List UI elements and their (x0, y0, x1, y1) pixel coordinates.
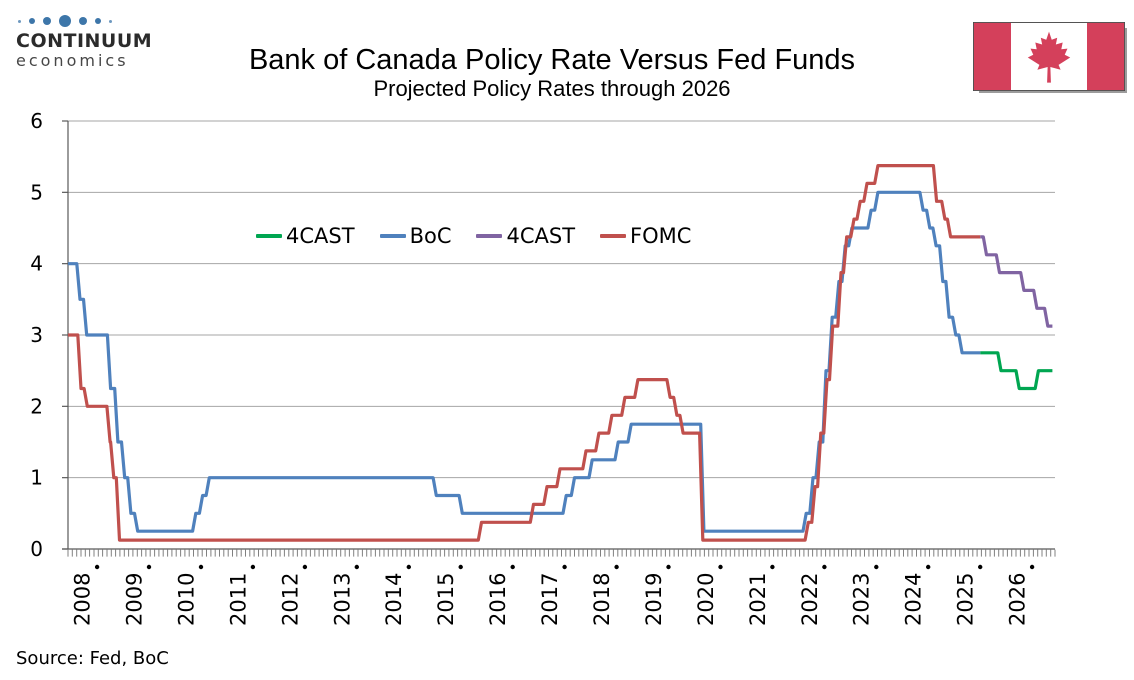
svg-text:2021: 2021 (746, 573, 770, 626)
legend-item-4cast-boc: 4CAST (256, 224, 355, 248)
svg-text:0: 0 (30, 537, 43, 561)
svg-text:2008: 2008 (71, 573, 95, 626)
source-note: Source: Fed, BoC (16, 648, 169, 669)
svg-text:5: 5 (30, 180, 43, 204)
logo-dots-icon (18, 14, 146, 28)
svg-text:2: 2 (30, 394, 43, 418)
svg-text:2016: 2016 (486, 573, 510, 626)
logo-name: CONTINUUM (16, 30, 153, 52)
logo-dot (95, 18, 101, 24)
chart-header: Bank of Canada Policy Rate Versus Fed Fu… (0, 44, 1104, 102)
svg-text:2013: 2013 (330, 573, 354, 626)
legend-swatch-blue (379, 234, 406, 238)
logo-dot (79, 17, 87, 25)
svg-text:2020: 2020 (694, 573, 718, 626)
logo-dot (59, 15, 71, 27)
chart-subtitle: Projected Policy Rates through 2026 (373, 76, 731, 101)
logo-tagline: economics (16, 51, 129, 70)
svg-text:2009: 2009 (123, 573, 147, 626)
legend-item-fomc: FOMC (600, 224, 691, 248)
logo-dot (43, 17, 51, 25)
svg-text:4: 4 (30, 252, 43, 276)
svg-text:2018: 2018 (590, 573, 614, 626)
legend-swatch-purple (476, 234, 503, 238)
legend-label: BoC (409, 224, 452, 248)
logo-dot (109, 19, 112, 23)
svg-text:2025: 2025 (954, 573, 978, 626)
continuum-economics-logo: CONTINUUM economics (16, 14, 153, 70)
legend-label: 4CAST (506, 224, 576, 248)
svg-text:6: 6 (30, 109, 43, 133)
svg-text:2010: 2010 (174, 573, 198, 626)
svg-text:2011: 2011 (226, 573, 250, 626)
svg-text:3: 3 (30, 323, 43, 347)
svg-text:2026: 2026 (1006, 573, 1030, 626)
svg-text:2014: 2014 (382, 573, 406, 626)
legend-item-4cast-fed: 4CAST (476, 224, 575, 248)
legend-swatch-red (600, 234, 627, 238)
chart-legend: 4CAST BoC 4CAST FOMC (256, 224, 691, 248)
chart-title: Bank of Canada Policy Rate Versus Fed Fu… (248, 44, 856, 76)
canada-flag-svg (973, 22, 1125, 91)
logo-dot (29, 18, 35, 24)
svg-text:2012: 2012 (278, 573, 302, 626)
svg-text:2023: 2023 (850, 573, 874, 626)
svg-text:2019: 2019 (642, 573, 666, 626)
logo-dot (18, 19, 21, 23)
svg-text:1: 1 (30, 466, 43, 490)
svg-text:2017: 2017 (538, 573, 562, 626)
legend-label: FOMC (630, 224, 692, 248)
canada-flag-icon (973, 22, 1125, 91)
svg-text:2022: 2022 (798, 573, 822, 626)
legend-swatch-green (256, 234, 282, 238)
svg-text:2024: 2024 (902, 573, 926, 626)
legend-label: 4CAST (286, 224, 355, 248)
legend-item-boc: BoC (379, 224, 452, 248)
svg-text:2015: 2015 (434, 573, 458, 626)
